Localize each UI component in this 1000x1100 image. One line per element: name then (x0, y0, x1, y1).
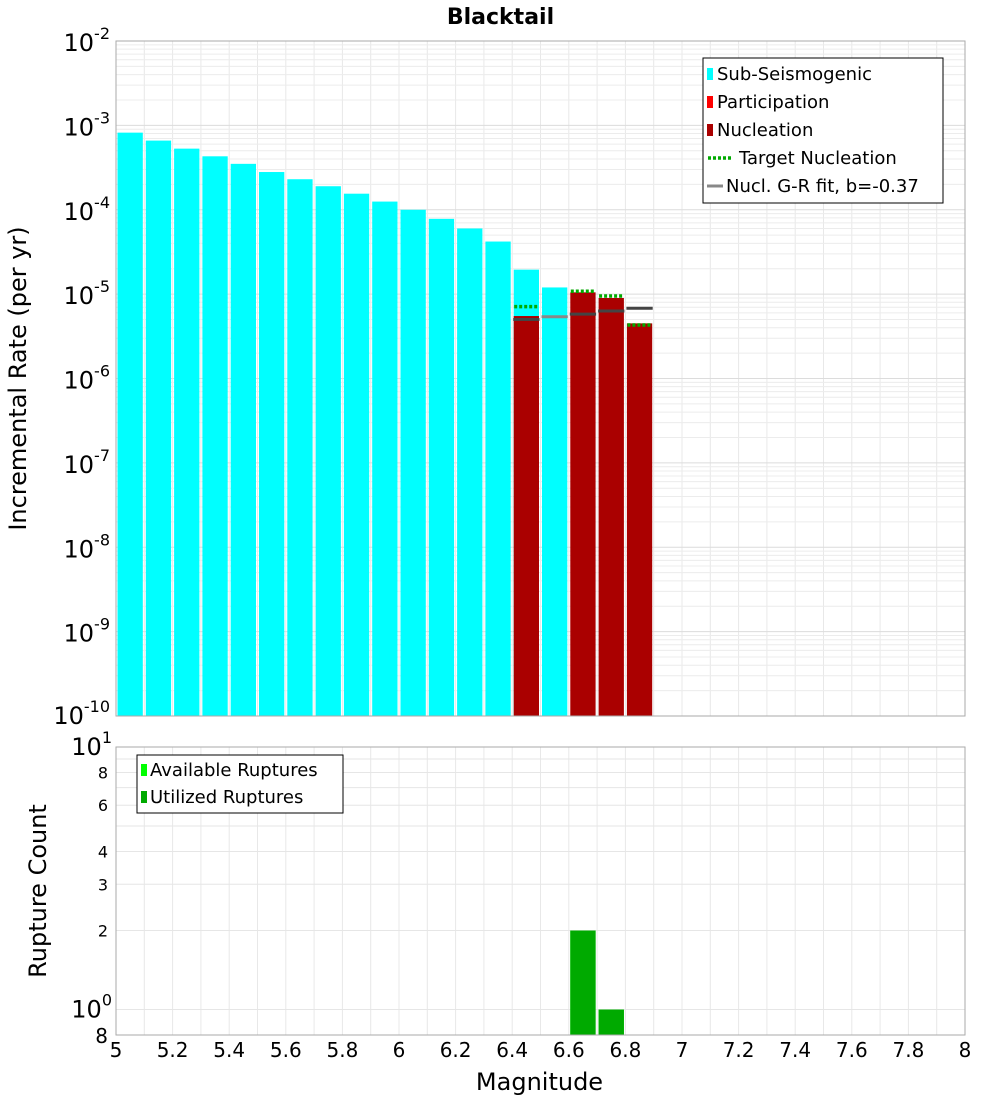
legend-swatch (707, 96, 713, 108)
rate-y-tick-label: 10-9 (64, 615, 111, 648)
rupture-plot-frame (115, 746, 966, 1036)
rupture-y-tick-label: 6 (98, 796, 108, 815)
subseismogenic-bar (428, 218, 455, 716)
rupture-y-major-tick-label: 100 (71, 991, 112, 1024)
legend-label: Nucleation (717, 120, 813, 141)
rate-y-tick-label: 10-7 (64, 446, 111, 479)
rate-y-tick-label: 10-8 (64, 530, 111, 563)
legend-swatch (707, 68, 713, 80)
legend-label: Sub-Seismogenic (717, 64, 872, 85)
rate-y-tick-label: 10-4 (64, 193, 111, 226)
x-tick-label: 6.8 (609, 1038, 641, 1062)
rupture-y-axis-label: Rupture Count (24, 804, 52, 978)
rate-plot: Blacktail Incremental Rate (per yr) 10-10 1… (4, 5, 966, 730)
subseismogenic-bar (230, 163, 256, 717)
rate-y-tick-label: 10-6 (64, 362, 111, 395)
rupture-legend (136, 754, 344, 814)
rupture-y-tick-label: 8 (98, 763, 108, 782)
rate-y-tick-label: 10-10 (53, 697, 110, 730)
nucleation-bar (598, 297, 624, 716)
x-tick-label: 6.6 (553, 1038, 585, 1062)
rupture-y-tick-label: 3 (98, 875, 108, 894)
legend-label: Available Ruptures (150, 760, 318, 781)
x-tick-label: 7 (676, 1038, 689, 1062)
x-tick-label: 7.8 (892, 1038, 924, 1062)
utilized-ruptures-bar (570, 930, 596, 1035)
subseismogenic-bar (287, 179, 313, 716)
rate-plot-frame (115, 40, 966, 717)
x-tick-label: 6.2 (440, 1038, 472, 1062)
x-tick-label: 6.4 (496, 1038, 528, 1062)
nucleation-bar (513, 316, 539, 716)
x-tick-label: 5 (110, 1038, 123, 1062)
rupture-count-plot: Rupture Count 8 6 4 3 2 8 101 100 5 5.2 5.4 5.6 5.8 6 6… (24, 728, 971, 1096)
subseismogenic-bar (174, 148, 200, 716)
legend-label: Target Nucleation (738, 148, 897, 169)
x-tick-label: 7.6 (836, 1038, 868, 1062)
subseismogenic-bar (400, 209, 426, 716)
rupture-y-major-tick-label: 101 (71, 728, 112, 761)
rupture-y-tick-label: 2 (98, 922, 108, 941)
subseismogenic-bar (259, 172, 285, 716)
subseismogenic-bar (315, 186, 341, 716)
subseismogenic-bar (343, 193, 370, 716)
subseismogenic-bar (542, 287, 568, 716)
subseismogenic-bar (117, 132, 143, 716)
subseismogenic-bar (202, 156, 228, 717)
legend-swatch (707, 124, 713, 136)
rate-y-axis-label: Incremental Rate (per yr) (4, 226, 32, 530)
subseismogenic-bar (145, 140, 172, 717)
x-tick-label: 8 (959, 1038, 972, 1062)
x-tick-label: 6 (393, 1038, 406, 1062)
x-tick-label: 5.6 (270, 1038, 302, 1062)
utilized-ruptures-bar (598, 1009, 624, 1035)
nucleation-bar (570, 292, 596, 716)
subseismogenic-bar (457, 228, 483, 716)
legend-swatch (141, 791, 147, 803)
legend-swatch (141, 764, 147, 776)
x-axis-label: Magnitude (476, 1068, 603, 1096)
nucleation-bar (626, 323, 653, 716)
legend-label: Nucl. G-R fit, b=-0.37 (726, 176, 919, 197)
subseismogenic-bar (372, 201, 398, 716)
rupture-y-tick-label: 8 (95, 1024, 108, 1048)
x-tick-label: 7.4 (779, 1038, 811, 1062)
rate-legend (702, 57, 944, 204)
rate-y-tick-label: 10-2 (64, 24, 111, 57)
rate-y-tick-label: 10-3 (64, 108, 111, 141)
chart-title: Blacktail (447, 5, 554, 30)
rupture-y-tick-label: 4 (98, 842, 108, 861)
subseismogenic-bar (485, 241, 511, 717)
rate-y-tick-label: 10-5 (64, 277, 111, 310)
legend-label: Utilized Ruptures (150, 787, 303, 808)
x-tick-label: 7.2 (723, 1038, 755, 1062)
x-tick-label: 5.2 (157, 1038, 189, 1062)
x-tick-label: 5.4 (213, 1038, 245, 1062)
legend-label: Participation (717, 92, 829, 113)
x-tick-label: 5.8 (326, 1038, 358, 1062)
